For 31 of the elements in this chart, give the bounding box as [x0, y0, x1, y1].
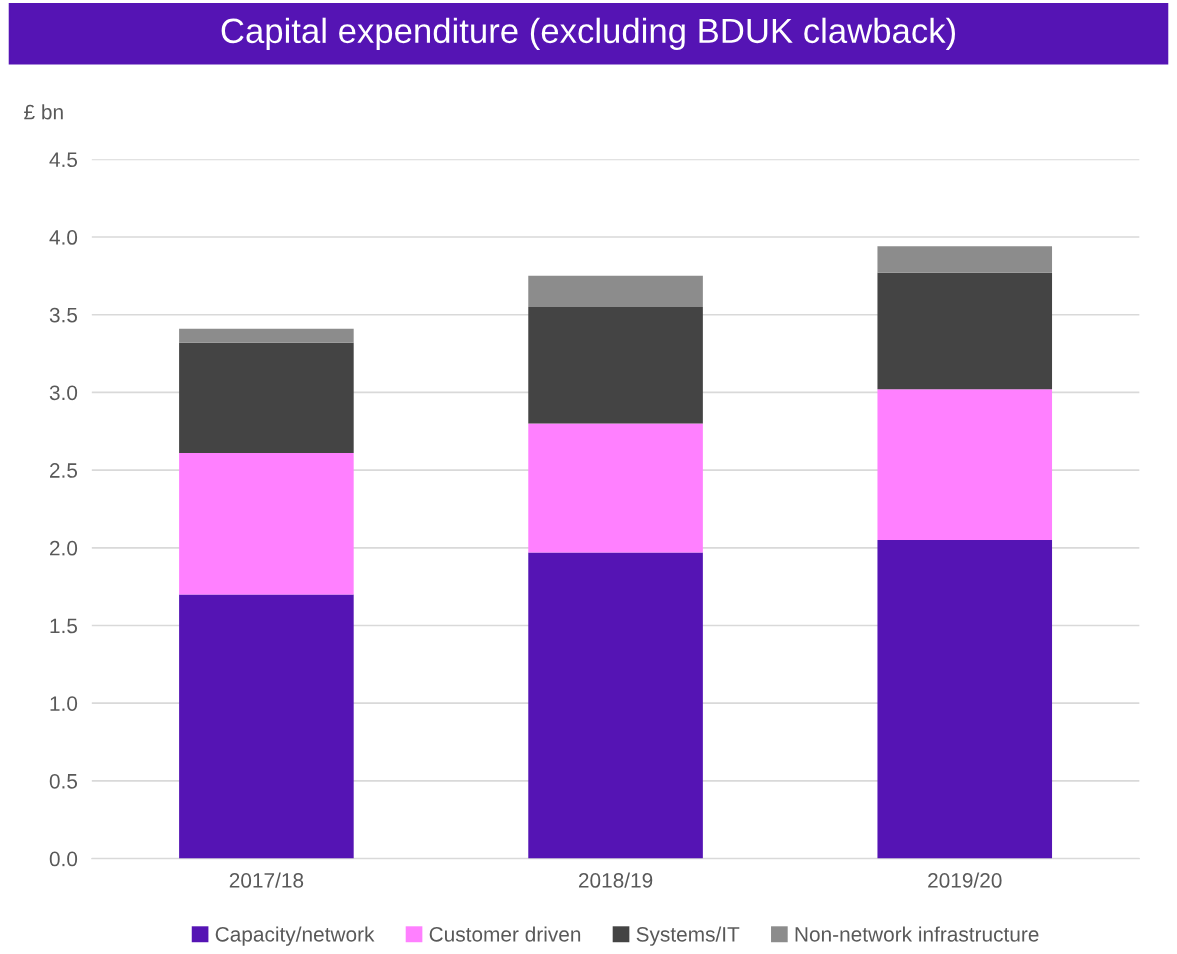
- y-tick-label: 2.0: [50, 540, 78, 556]
- bar: [528, 552, 703, 859]
- legend-label: Non-network infrastructure: [795, 926, 1039, 942]
- y-tick-label: 3.0: [49, 385, 78, 401]
- y-tick-label: 1.5: [50, 618, 78, 634]
- bar: [528, 275, 703, 307]
- y-tick-label: 2.5: [50, 463, 78, 478]
- bar: [528, 423, 703, 553]
- y-tick-label: 3.5: [49, 307, 78, 323]
- bar: [877, 540, 1053, 859]
- y-tick-label: 0.0: [49, 851, 78, 867]
- bar: [179, 453, 354, 595]
- y-tick-label: 0.5: [49, 773, 78, 789]
- bar: [179, 328, 354, 343]
- y-tick-label: 4.5: [49, 152, 78, 168]
- chart-title: Capital expenditure (excluding BDUK clawback): [221, 17, 955, 51]
- legend-label: Systems/IT: [636, 926, 740, 946]
- y-axis-title: £ bn: [24, 104, 63, 120]
- y-tick-label: 4.0: [49, 230, 78, 245]
- bar: [877, 389, 1053, 541]
- legend-label: Customer driven: [429, 926, 581, 942]
- x-tick-label: 2017/18: [229, 872, 304, 888]
- y-tick-label: 1.0: [50, 696, 78, 711]
- bar: [528, 306, 703, 424]
- bar: [179, 594, 354, 859]
- legend-label: Capacity/network: [215, 926, 375, 946]
- x-tick-label: 2019/20: [928, 872, 1002, 888]
- bar: [179, 342, 354, 454]
- bar: [877, 272, 1053, 390]
- x-tick-label: 2018/19: [578, 872, 653, 888]
- bar: [877, 246, 1053, 273]
